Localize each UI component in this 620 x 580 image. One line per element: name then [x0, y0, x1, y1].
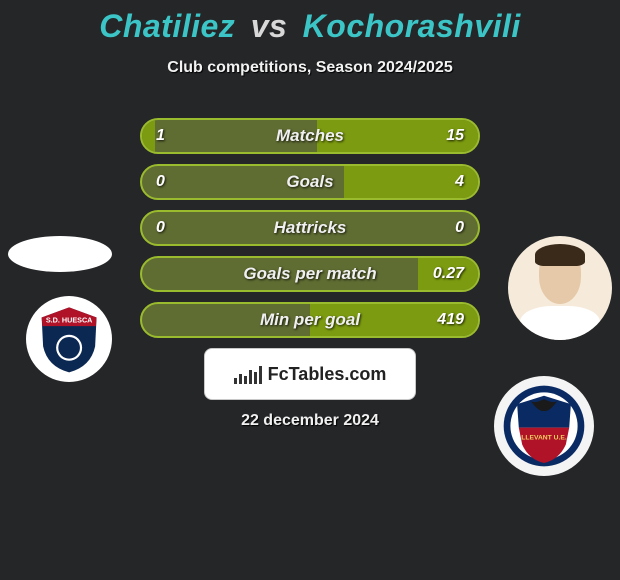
subtitle: Club competitions, Season 2024/2025	[0, 59, 620, 77]
metric-row: 0 Goals 4	[140, 164, 480, 200]
avatar-hair	[535, 244, 585, 266]
player1-avatar	[8, 236, 112, 272]
metric-label: Goals	[142, 166, 478, 198]
comparison-infographic: Chatiliez vs Kochorashvili Club competit…	[0, 0, 620, 580]
page-title: Chatiliez vs Kochorashvili	[0, 0, 620, 45]
metric-label: Matches	[142, 120, 478, 152]
brand-label: FcTables.com	[268, 364, 387, 385]
value-right: 0.27	[433, 258, 464, 290]
value-right: 4	[455, 166, 464, 198]
value-right: 419	[437, 304, 464, 336]
vs-label: vs	[251, 8, 288, 44]
date-label: 22 december 2024	[0, 412, 620, 430]
svg-text:S.D. HUESCA: S.D. HUESCA	[46, 315, 93, 324]
metric-label: Min per goal	[142, 304, 478, 336]
avatar-body	[520, 306, 600, 340]
metric-row: 0 Hattricks 0	[140, 210, 480, 246]
player1-name: Chatiliez	[99, 8, 235, 44]
player1-club-crest: S.D. HUESCA	[26, 296, 112, 382]
value-right: 0	[455, 212, 464, 244]
metric-row: Goals per match 0.27	[140, 256, 480, 292]
huesca-crest-icon: S.D. HUESCA	[33, 303, 105, 375]
metric-label: Goals per match	[142, 258, 478, 290]
svg-text:LLEVANT U.E.: LLEVANT U.E.	[521, 434, 567, 441]
metric-rows: 1 Matches 15 0 Goals 4 0 Hattricks 0	[140, 118, 480, 348]
value-right: 15	[446, 120, 464, 152]
metric-row: 1 Matches 15	[140, 118, 480, 154]
player2-avatar	[508, 236, 612, 340]
metric-row: Min per goal 419	[140, 302, 480, 338]
brand-bars-icon	[234, 364, 262, 384]
brand-box: FcTables.com	[204, 348, 416, 400]
player2-name: Kochorashvili	[303, 8, 521, 44]
metric-label: Hattricks	[142, 212, 478, 244]
